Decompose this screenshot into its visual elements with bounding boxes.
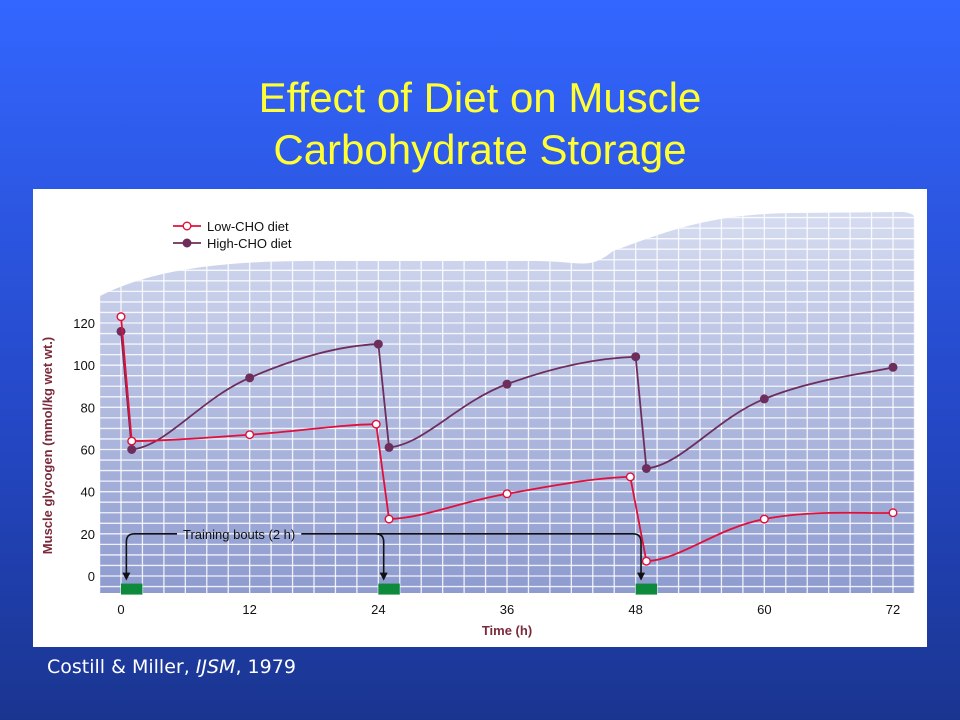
high-cho-point bbox=[641, 463, 651, 473]
training-bout-bar bbox=[635, 583, 658, 595]
y-axis-label-group: Muscle glycogen (mmol/kg wet wt.) bbox=[40, 337, 55, 554]
high-cho-point bbox=[502, 379, 512, 389]
high-cho-legend-marker bbox=[182, 238, 192, 248]
y-tick-label: 80 bbox=[81, 400, 95, 415]
high-cho-point bbox=[127, 445, 137, 455]
low-cho-point bbox=[116, 312, 126, 322]
arrow-head bbox=[122, 572, 131, 581]
citation-authors: Costill & Miller, bbox=[47, 656, 190, 678]
low-cho-point bbox=[371, 419, 381, 429]
x-tick-label: 0 bbox=[117, 602, 124, 617]
high-cho-point bbox=[384, 442, 394, 452]
x-tick-label: 72 bbox=[886, 602, 900, 617]
series-group bbox=[116, 312, 898, 566]
high-cho-point bbox=[631, 352, 641, 362]
training-bout-bar bbox=[121, 583, 143, 595]
y-tick-label: 60 bbox=[81, 443, 95, 458]
low-cho-legend-label: Low-CHO diet bbox=[207, 219, 289, 234]
low-cho-point bbox=[384, 514, 394, 524]
x-tick-label: 12 bbox=[242, 602, 256, 617]
low-cho-point bbox=[641, 556, 651, 566]
arrow-head bbox=[637, 572, 646, 581]
x-tick-label: 60 bbox=[757, 602, 771, 617]
slide-title-line-2: Carbohydrate Storage bbox=[273, 126, 687, 173]
high-cho-point bbox=[245, 373, 255, 383]
x-tick-label: 48 bbox=[628, 602, 642, 617]
x-axis-label: Time (h) bbox=[482, 623, 532, 638]
y-tick-label: 100 bbox=[73, 358, 95, 373]
training-arrow-1 bbox=[125, 533, 177, 575]
x-tick-labels: 0 12 24 36 48 60 72 bbox=[117, 602, 900, 617]
high-cho-point bbox=[373, 339, 383, 349]
training-bout-bar bbox=[378, 583, 400, 595]
y-tick-labels: 0 20 40 60 80 100 120 bbox=[73, 316, 95, 584]
low-cho-point bbox=[127, 436, 137, 446]
y-tick-label: 40 bbox=[81, 485, 95, 500]
figure-panel: Muscle glycogen (mmol/kg wet wt.) 0 20 40 6… bbox=[33, 189, 927, 647]
low-cho-point bbox=[502, 489, 512, 499]
high-cho-point bbox=[116, 326, 126, 336]
slide-title: Effect of Diet on Muscle Carbohydrate St… bbox=[0, 72, 960, 176]
x-tick-label: 24 bbox=[371, 602, 385, 617]
slide-title-line-1: Effect of Diet on Muscle bbox=[258, 74, 702, 121]
citation-journal: IJSM bbox=[195, 656, 236, 678]
y-axis-label: Muscle glycogen (mmol/kg wet wt.) bbox=[40, 337, 55, 554]
low-cho-point bbox=[625, 472, 635, 482]
training-bouts-label: Training bouts (2 h) bbox=[183, 527, 295, 542]
training-arrow-2 bbox=[375, 533, 385, 575]
arrow-head bbox=[379, 572, 388, 581]
x-tick-label: 36 bbox=[500, 602, 514, 617]
y-tick-label: 0 bbox=[88, 569, 95, 584]
glycogen-chart: Muscle glycogen (mmol/kg wet wt.) 0 20 40 6… bbox=[40, 212, 915, 638]
training-annotation: Training bouts (2 h) bbox=[121, 527, 658, 595]
legend: Low-CHO diet High-CHO diet bbox=[173, 219, 292, 251]
high-cho-point bbox=[888, 362, 898, 372]
citation-year: , 1979 bbox=[235, 656, 296, 678]
low-cho-legend-marker bbox=[182, 221, 192, 231]
training-arrow-3 bbox=[301, 533, 642, 575]
high-cho-point bbox=[759, 394, 769, 404]
low-cho-point bbox=[245, 430, 255, 440]
y-tick-label: 120 bbox=[73, 316, 95, 331]
high-cho-legend-label: High-CHO diet bbox=[207, 236, 292, 251]
low-cho-point bbox=[759, 514, 769, 524]
y-tick-label: 20 bbox=[81, 527, 95, 542]
low-cho-point bbox=[888, 508, 898, 518]
citation: Costill & Miller, IJSM, 1979 bbox=[47, 656, 296, 678]
